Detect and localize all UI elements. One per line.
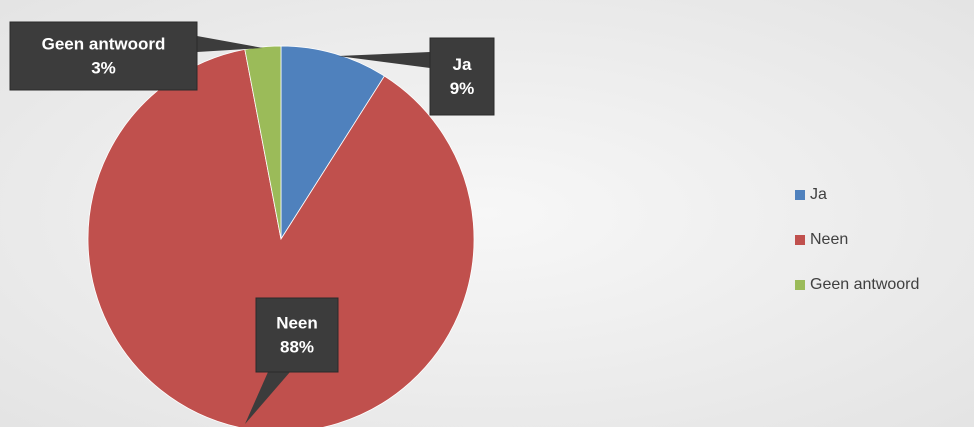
data-label-value: 3% (91, 58, 116, 77)
data-label-value: 88% (280, 337, 314, 356)
legend-swatch (795, 235, 805, 245)
data-label-name: Geen antwoord (42, 34, 166, 53)
callout-pointer (197, 36, 263, 52)
data-label-value: 9% (450, 79, 475, 98)
legend-label: Neen (810, 231, 848, 248)
pie-slice (244, 45, 282, 240)
callout-pointer (245, 372, 290, 424)
callout-box (429, 37, 495, 116)
legend-swatch (795, 280, 805, 290)
pie-slice (87, 48, 475, 427)
pie-slice (280, 45, 385, 241)
legend-label: Ja (810, 186, 827, 203)
data-label-name: Neen (276, 313, 318, 332)
data-label-name: Ja (453, 55, 472, 74)
legend-swatch (795, 190, 805, 200)
legend-label: Geen antwoord (810, 276, 919, 293)
callout-box (9, 21, 198, 91)
callout-box (255, 297, 339, 373)
callout-pointer (338, 52, 430, 68)
